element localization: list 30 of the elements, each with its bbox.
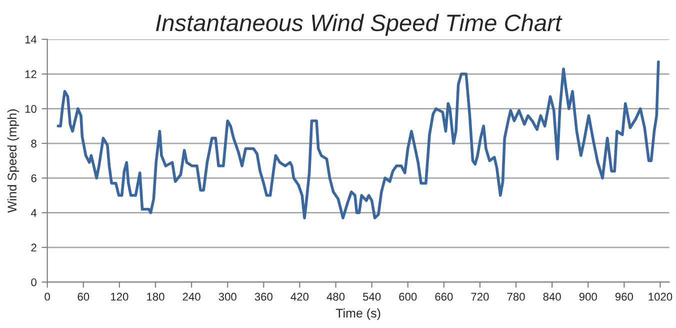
x-axis-title: Time (s)	[336, 308, 380, 320]
x-tick-label: 180	[147, 292, 164, 301]
x-tick-label: 960	[615, 292, 634, 301]
x-tick-label: 840	[543, 292, 561, 301]
y-tick-label: 10	[25, 104, 36, 113]
x-tick-label: 1020	[648, 292, 672, 301]
x-tick-label: 780	[507, 292, 525, 301]
x-tick-label: 120	[111, 292, 128, 301]
x-tick-label: 600	[399, 292, 417, 301]
x-tick-label: 0	[44, 292, 50, 301]
x-tick-label: 480	[326, 292, 345, 301]
y-tick-label: 8	[31, 140, 36, 148]
y-tick-label: 2	[31, 244, 36, 252]
y-tick-label: 4	[30, 209, 37, 217]
x-tick-label: 240	[182, 292, 200, 301]
y-tick-label: 12	[25, 70, 36, 78]
x-tick-label: 900	[579, 292, 597, 301]
y-tick-label: 6	[31, 174, 36, 182]
x-tick-label: 720	[471, 292, 489, 301]
y-tick-label: 0	[31, 278, 36, 286]
x-tick-label: 360	[254, 292, 272, 301]
y-tick-label: 14	[25, 36, 37, 44]
line-series	[56, 60, 660, 220]
x-tick-label: 300	[218, 292, 236, 301]
x-tick-label: 420	[290, 292, 309, 301]
chart-title: Instantaneous Wind Speed Time Chart	[156, 14, 562, 36]
x-tick-label: 540	[362, 292, 381, 301]
y-axis-title: Wind Speed (mph)	[7, 109, 19, 213]
x-tick-label: 660	[435, 292, 453, 301]
x-tick-label: 60	[78, 292, 90, 301]
